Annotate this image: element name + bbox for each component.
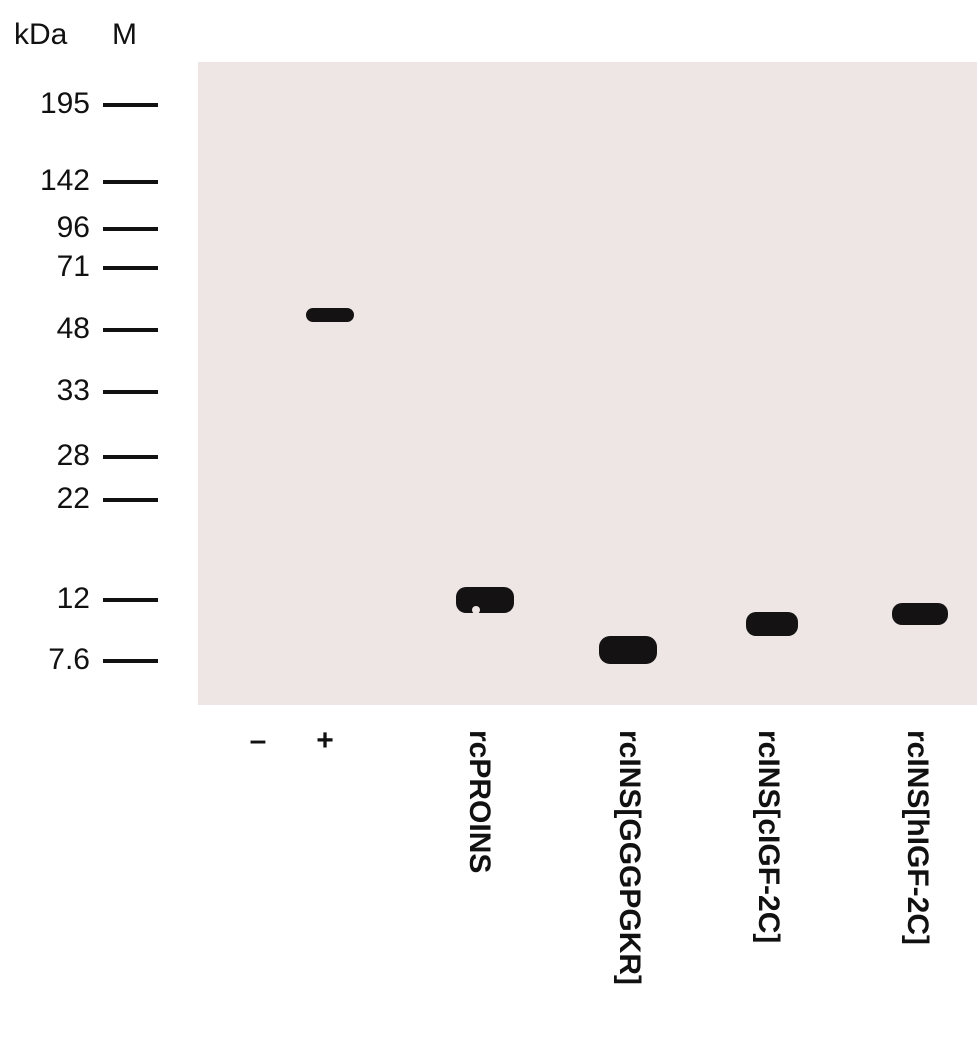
lane-label: rcPROINS xyxy=(463,730,496,873)
band xyxy=(306,308,354,322)
lane-label: + xyxy=(316,724,334,757)
band xyxy=(746,612,798,636)
band xyxy=(892,603,948,625)
band xyxy=(456,587,514,613)
marker-label: 12 xyxy=(57,582,90,615)
blot-figure: kDa M 195 142 96 71 48 33 28 22 12 7.6 –… xyxy=(0,0,977,1059)
unit-label: kDa xyxy=(14,18,68,51)
lane-label: rcINS[GGGPGKR] xyxy=(613,730,646,985)
band xyxy=(599,636,657,664)
marker-label: 28 xyxy=(57,439,90,472)
marker-label: 7.6 xyxy=(48,643,90,676)
marker-label: 33 xyxy=(57,374,90,407)
marker-label: 71 xyxy=(57,250,90,283)
marker-lane-label: M xyxy=(112,18,137,51)
lane-label: – xyxy=(250,724,267,757)
marker-label: 48 xyxy=(57,312,90,345)
band-speck xyxy=(472,606,480,614)
lane-label: rcINS[hIGF-2C] xyxy=(901,730,934,945)
membrane xyxy=(198,62,977,705)
marker-label: 195 xyxy=(40,87,90,120)
marker-label: 22 xyxy=(57,482,90,515)
marker-label: 96 xyxy=(57,211,90,244)
marker-label: 142 xyxy=(40,164,90,197)
marker-ladder: 195 142 96 71 48 33 28 22 12 7.6 xyxy=(40,87,158,676)
lane-label: rcINS[cIGF-2C] xyxy=(752,730,785,943)
